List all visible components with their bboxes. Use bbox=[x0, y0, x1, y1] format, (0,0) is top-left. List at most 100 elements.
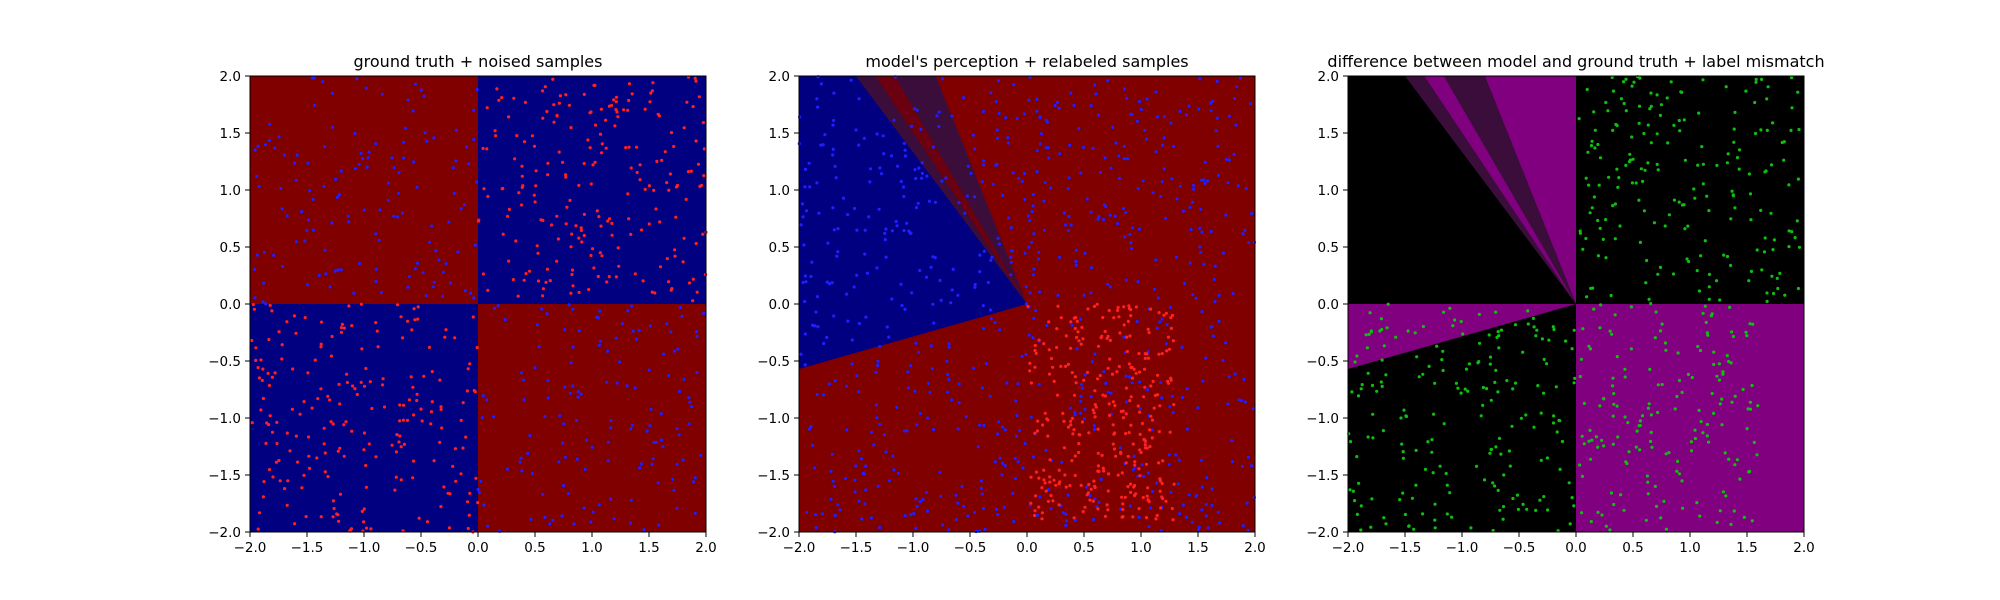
scatter-point bbox=[444, 328, 448, 332]
scatter-point bbox=[1081, 510, 1085, 514]
scatter-point bbox=[903, 307, 907, 311]
scatter-point bbox=[912, 511, 916, 516]
scatter-point bbox=[682, 377, 686, 381]
scatter-point bbox=[693, 76, 697, 80]
scatter-point bbox=[591, 510, 595, 514]
scatter-point bbox=[843, 476, 847, 481]
scatter-point bbox=[305, 228, 309, 232]
scatter-point bbox=[298, 412, 302, 416]
scatter-point bbox=[1072, 393, 1077, 397]
scatter-point bbox=[413, 318, 417, 322]
scatter-point bbox=[1591, 286, 1595, 290]
scatter-point bbox=[472, 108, 476, 112]
scatter-point bbox=[902, 228, 906, 233]
x-tick-label: 0.0 bbox=[1565, 540, 1586, 556]
scatter-point bbox=[1608, 528, 1612, 532]
scatter-point bbox=[889, 154, 894, 158]
scatter-point bbox=[1638, 419, 1642, 423]
scatter-point bbox=[875, 416, 879, 420]
scatter-point bbox=[1752, 440, 1756, 444]
scatter-point bbox=[347, 220, 351, 224]
scatter-point bbox=[874, 403, 878, 407]
scatter-point bbox=[1247, 241, 1251, 245]
scatter-point bbox=[1638, 76, 1642, 80]
scatter-point bbox=[480, 416, 484, 420]
scatter-point bbox=[1035, 513, 1040, 517]
y-tick-label: −1.0 bbox=[1306, 411, 1339, 427]
scatter-point bbox=[1610, 75, 1614, 79]
scatter-point bbox=[595, 209, 599, 213]
scatter-point bbox=[1712, 362, 1716, 367]
scatter-point bbox=[1139, 450, 1143, 455]
scatter-point bbox=[1197, 525, 1201, 529]
scatter-point bbox=[552, 120, 556, 124]
scatter-point bbox=[1673, 407, 1677, 411]
scatter-point bbox=[374, 142, 378, 146]
scatter-point bbox=[1148, 428, 1152, 432]
scatter-point bbox=[1093, 497, 1097, 501]
scatter-point bbox=[1235, 85, 1239, 89]
scatter-point bbox=[364, 366, 368, 371]
scatter-point bbox=[400, 211, 404, 215]
scatter-point bbox=[1028, 369, 1032, 373]
scatter-point bbox=[801, 215, 805, 219]
scatter-point bbox=[1371, 412, 1375, 416]
scatter-point bbox=[374, 455, 378, 459]
scatter-point bbox=[522, 398, 526, 402]
scatter-point bbox=[256, 366, 260, 370]
scatter-point bbox=[1068, 406, 1073, 410]
scatter-point bbox=[1175, 197, 1179, 201]
scatter-point bbox=[996, 513, 1000, 517]
scatter-point bbox=[1642, 131, 1646, 136]
scatter-point bbox=[933, 200, 937, 204]
scatter-point bbox=[1656, 410, 1660, 415]
scatter-point bbox=[799, 352, 803, 356]
scatter-point bbox=[1578, 229, 1582, 233]
scatter-point bbox=[1106, 366, 1110, 370]
scatter-point bbox=[876, 359, 880, 363]
scatter-point bbox=[295, 153, 299, 157]
scatter-point bbox=[1154, 258, 1158, 262]
scatter-point bbox=[868, 180, 872, 184]
scatter-point bbox=[257, 376, 261, 380]
scatter-point bbox=[310, 76, 314, 80]
scatter-point bbox=[832, 484, 837, 488]
scatter-point bbox=[1590, 438, 1594, 442]
scatter-point bbox=[650, 290, 654, 294]
scatter-point bbox=[1083, 407, 1087, 411]
scatter-point bbox=[1598, 404, 1602, 408]
scatter-point bbox=[907, 229, 911, 233]
scatter-point bbox=[1730, 189, 1734, 193]
scatter-point bbox=[1079, 394, 1083, 398]
scatter-point bbox=[365, 165, 369, 169]
scatter-point bbox=[1421, 324, 1425, 329]
scatter-point bbox=[957, 382, 961, 386]
scatter-point bbox=[1403, 512, 1407, 517]
scatter-point bbox=[1610, 332, 1614, 336]
scatter-point bbox=[1171, 313, 1175, 317]
scatter-point bbox=[1070, 323, 1074, 327]
scatter-point bbox=[963, 211, 967, 215]
scatter-point bbox=[657, 523, 661, 527]
scatter-point bbox=[1464, 367, 1469, 371]
scatter-point bbox=[524, 272, 528, 276]
scatter-point bbox=[1111, 442, 1115, 446]
scatter-point bbox=[345, 380, 349, 385]
scatter-point bbox=[1611, 376, 1615, 380]
scatter-point bbox=[1588, 428, 1592, 432]
scatter-point bbox=[1095, 504, 1099, 509]
scatter-point bbox=[453, 336, 457, 340]
scatter-point bbox=[1167, 347, 1171, 351]
scatter-point bbox=[899, 179, 903, 184]
scatter-point bbox=[568, 391, 572, 395]
scatter-point bbox=[399, 315, 403, 319]
scatter-point bbox=[406, 319, 410, 323]
scatter-point bbox=[552, 103, 556, 107]
scatter-point bbox=[1648, 107, 1652, 111]
scatter-point bbox=[1606, 109, 1610, 113]
scatter-point bbox=[1055, 345, 1059, 350]
scatter-point bbox=[1034, 470, 1038, 474]
scatter-point bbox=[845, 292, 849, 296]
scatter-point bbox=[1033, 343, 1037, 348]
scatter-point bbox=[536, 251, 540, 255]
